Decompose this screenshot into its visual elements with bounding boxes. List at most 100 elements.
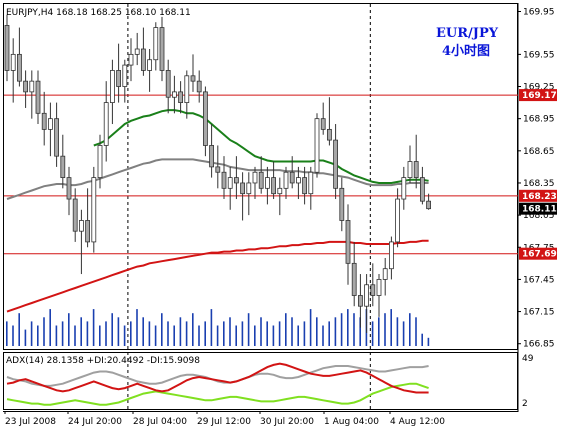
- volume-bar: [371, 321, 374, 346]
- price-label: 169.55: [523, 50, 555, 60]
- candle-body: [277, 187, 283, 195]
- price-label: 167.45: [523, 275, 555, 285]
- time-label: 30 Jul 20:00: [260, 417, 314, 427]
- volume-bar: [247, 313, 250, 346]
- volume-bar: [278, 321, 281, 346]
- candle-body: [110, 70, 115, 103]
- price-tag-label-3: 167.69: [522, 250, 557, 260]
- volume-bar: [130, 321, 132, 346]
- price-label: 169.25: [523, 83, 555, 93]
- candle-body: [16, 53, 22, 82]
- period-separators: [127, 4, 371, 410]
- candle-body: [72, 198, 78, 232]
- price-label: 168.35: [523, 179, 555, 189]
- volume-bar: [291, 317, 293, 346]
- time-axis-labels: 23 Jul 2008 24 Jul 20:00 28 Jul 04:00 29 Ju…: [4, 411, 445, 427]
- volume-bar: [309, 309, 312, 346]
- volume-bar: [285, 313, 287, 346]
- candle-body: [388, 241, 394, 270]
- price-tag-1: [519, 189, 557, 202]
- price-label: 168.95: [523, 115, 555, 125]
- watermark-timeframe: 4小时图: [442, 43, 490, 59]
- candle-body: [395, 198, 401, 243]
- candle-body: [364, 284, 370, 307]
- candle-body: [134, 48, 140, 55]
- candle-body: [401, 177, 407, 200]
- volume-bar: [427, 337, 430, 346]
- volume-bar: [61, 321, 64, 346]
- candle-body: [240, 182, 246, 195]
- volume-bar: [415, 317, 417, 346]
- candle-body: [159, 27, 165, 71]
- volume-bar: [353, 313, 355, 346]
- price-label: 168.65: [523, 147, 555, 157]
- volume-bar: [322, 325, 324, 346]
- chart-header: EURJPY,H4 168.18 168.25 168.10 168.11: [6, 8, 191, 18]
- candle-body: [103, 102, 109, 146]
- volume-bar: [92, 309, 95, 346]
- candle-body: [326, 128, 332, 141]
- candle-body: [407, 161, 413, 179]
- adx-indicator-label: ADX(14) 28.1358 +DI:20.4492 -DI:15.9098: [6, 356, 200, 366]
- volume-bar: [80, 317, 82, 346]
- candle-body: [202, 91, 208, 146]
- time-label: 24 Jul 20:00: [68, 417, 122, 427]
- volume-bar: [266, 321, 268, 346]
- candle-body: [370, 284, 376, 296]
- candle-body: [426, 200, 432, 210]
- candle-body: [91, 177, 97, 243]
- volume-bar: [390, 309, 392, 346]
- volume-bar: [86, 321, 89, 346]
- adx-axis-top: 49: [522, 354, 534, 364]
- volume-bar: [161, 313, 163, 346]
- candle-body: [85, 220, 90, 243]
- volume-bar: [49, 309, 51, 346]
- price-tag-0: [519, 89, 557, 102]
- candle-body: [147, 59, 153, 71]
- volume-bar: [192, 313, 194, 346]
- candle-body: [221, 171, 227, 189]
- volume-bar: [18, 313, 20, 346]
- volume-bar: [154, 325, 157, 346]
- candle-body: [140, 48, 146, 71]
- candle-body: [209, 145, 215, 168]
- volume-bar: [167, 321, 169, 346]
- volume-bar: [173, 325, 175, 346]
- plus-di-line: [6, 382, 429, 406]
- candle-body: [48, 118, 53, 130]
- time-label: 29 Jul 12:00: [197, 417, 251, 427]
- adx-axis-bottom: 2: [522, 399, 528, 409]
- candle-body: [351, 262, 357, 296]
- volume-bar: [347, 309, 349, 346]
- candle-body: [60, 155, 66, 179]
- candle-body: [29, 80, 35, 93]
- volume-bar: [99, 325, 101, 346]
- volume-bar: [421, 333, 423, 346]
- candle-body: [54, 118, 59, 157]
- volume-bar: [55, 325, 58, 346]
- price-label: 168.05: [523, 211, 555, 221]
- candle-body: [345, 220, 351, 264]
- volume-bar: [12, 325, 14, 346]
- volume-bar: [303, 321, 306, 346]
- volume-bar: [254, 325, 256, 346]
- candle-body: [171, 91, 177, 98]
- candles: [4, 14, 432, 333]
- volume-bar: [43, 317, 45, 346]
- time-label: 1 Aug 04:00: [324, 417, 379, 427]
- volume-bar: [136, 309, 138, 346]
- candle-body: [66, 177, 72, 200]
- volume-bar: [241, 321, 244, 346]
- candle-body: [10, 53, 16, 71]
- price-label: 167.15: [523, 308, 555, 318]
- volume-bar: [185, 321, 188, 346]
- candle-body: [190, 75, 196, 82]
- candle-body: [35, 80, 41, 114]
- time-label: 28 Jul 04:00: [133, 417, 187, 427]
- volume-bar: [235, 325, 237, 346]
- volume-bar: [272, 325, 275, 346]
- candle-body: [196, 80, 202, 93]
- candle-body: [41, 112, 47, 130]
